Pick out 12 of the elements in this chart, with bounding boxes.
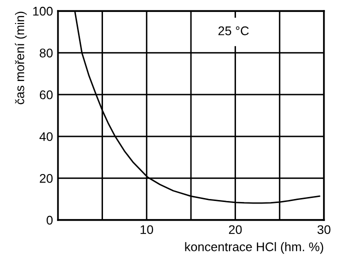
y-tick-label: 100: [33, 6, 53, 16]
y-tick-label: 60: [40, 90, 53, 100]
x-tick-label: 30: [317, 225, 330, 234]
annotation: 25 °C: [218, 26, 249, 36]
y-tick-label: 40: [39, 132, 53, 142]
x-axis-title: koncentrace HCl (hm. %): [185, 242, 324, 254]
x-tick-label: 20: [228, 225, 242, 234]
y-tick-label: 20: [40, 174, 53, 183]
y-tick-label: 0: [46, 216, 53, 225]
y-axis-title: čas moření (min): [14, 12, 27, 104]
y-tick-label: 80: [40, 48, 53, 58]
x-tick-label: 10: [140, 225, 154, 234]
